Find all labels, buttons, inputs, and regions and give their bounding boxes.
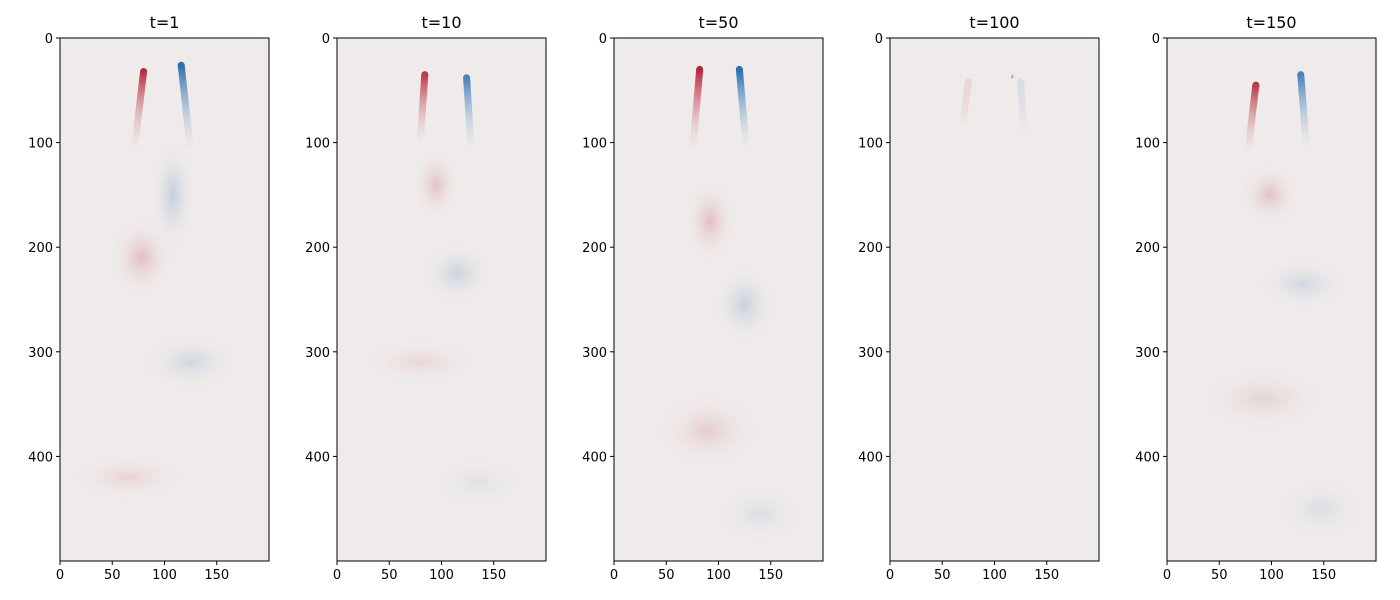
x-tick-label: 0 <box>333 568 341 583</box>
vorticity-field <box>959 73 1028 131</box>
x-tick-label: 150 <box>1034 568 1059 583</box>
x-tick-label: 0 <box>610 568 618 583</box>
panel-title: t=150 <box>1246 13 1296 32</box>
x-tick-label: 150 <box>1311 568 1336 583</box>
x-tick-label: 150 <box>758 568 783 583</box>
x-tick-label: 0 <box>56 568 64 583</box>
y-tick-label: 400 <box>28 450 53 465</box>
panel-title: t=10 <box>421 13 461 32</box>
negative-shear-layer <box>463 74 475 147</box>
y-tick-label: 200 <box>858 241 883 256</box>
y-tick-label: 400 <box>305 450 330 465</box>
y-tick-label: 0 <box>875 32 883 47</box>
vorticity-field <box>70 61 241 501</box>
y-tick-label: 400 <box>1135 450 1160 465</box>
y-tick-label: 100 <box>28 137 53 152</box>
x-tick-label: 100 <box>1259 568 1284 583</box>
negative-vortex-blob <box>431 456 526 509</box>
x-tick-label: 100 <box>429 568 454 583</box>
x-tick-label: 100 <box>706 568 731 583</box>
positive-shear-layer <box>1245 81 1260 152</box>
heatmap-background <box>890 38 1099 561</box>
positive-vortex-blob <box>1200 367 1326 431</box>
negative-vortex-blob <box>1274 477 1369 541</box>
x-tick-label: 150 <box>204 568 229 583</box>
negative-shear-layer <box>1017 78 1028 131</box>
negative-vortex-blob <box>1255 257 1350 310</box>
negative-vortex-blob <box>713 484 808 544</box>
y-tick-label: 400 <box>582 450 607 465</box>
x-tick-label: 150 <box>481 568 506 583</box>
y-tick-label: 200 <box>1135 241 1160 256</box>
negative-vortex-blob <box>1010 73 1015 80</box>
y-tick-label: 200 <box>305 241 330 256</box>
positive-vortex-blob <box>363 339 479 386</box>
y-tick-label: 0 <box>322 32 330 47</box>
panel-5: t=150 0 50 100 150 0 100 200 300 400 <box>1135 13 1377 583</box>
vorticity-field <box>1200 71 1369 541</box>
panel-title: t=1 <box>150 13 180 32</box>
x-tick-label: 50 <box>381 568 398 583</box>
negative-shear-layer <box>1297 71 1310 147</box>
positive-shear-layer <box>417 71 429 141</box>
x-tick-label: 50 <box>1211 568 1228 583</box>
positive-vortex-blob <box>413 147 460 222</box>
y-tick-label: 200 <box>28 241 53 256</box>
positive-vortex-blob <box>110 217 173 298</box>
positive-vortex-blob <box>1240 163 1299 227</box>
y-tick-label: 0 <box>599 32 607 47</box>
positive-shear-layer <box>689 65 704 147</box>
y-tick-label: 300 <box>858 346 883 361</box>
x-tick-label: 50 <box>934 568 951 583</box>
y-tick-label: 100 <box>858 137 883 152</box>
negative-vortex-blob <box>420 241 494 305</box>
positive-vortex-blob <box>685 179 736 263</box>
negative-vortex-blob <box>149 137 196 253</box>
panel-1: t=1 0 50 100 150 0 100 200 300 400 <box>28 13 270 583</box>
x-tick-label: 100 <box>152 568 177 583</box>
y-tick-label: 100 <box>305 137 330 152</box>
x-tick-label: 50 <box>104 568 121 583</box>
negative-shear-layer <box>735 65 750 147</box>
y-tick-label: 0 <box>1152 32 1160 47</box>
y-tick-label: 100 <box>1135 137 1160 152</box>
panel-2: t=10 0 50 100 150 0 100 200 300 400 <box>305 13 547 583</box>
vorticity-field <box>363 71 526 509</box>
positive-shear-layer <box>959 78 972 126</box>
x-tick-label: 0 <box>1163 568 1171 583</box>
panel-4: t=100 0 50 100 150 0 100 200 300 400 <box>858 13 1100 583</box>
negative-vortex-blob <box>713 264 776 345</box>
panel-title: t=100 <box>969 13 1019 32</box>
y-tick-label: 100 <box>582 137 607 152</box>
negative-shear-layer <box>177 61 194 147</box>
positive-vortex-blob <box>70 454 186 501</box>
x-tick-label: 100 <box>982 568 1007 583</box>
positive-vortex-blob <box>655 393 761 467</box>
vorticity-field <box>655 65 808 544</box>
positive-shear-layer <box>131 67 148 147</box>
y-tick-label: 300 <box>582 346 607 361</box>
panel-3: t=50 0 50 100 150 0 100 200 300 400 <box>582 13 824 583</box>
y-tick-label: 200 <box>582 241 607 256</box>
y-tick-label: 0 <box>45 32 53 47</box>
y-tick-label: 300 <box>1135 346 1160 361</box>
y-tick-label: 300 <box>305 346 330 361</box>
y-tick-label: 300 <box>28 346 53 361</box>
x-tick-label: 0 <box>886 568 894 583</box>
y-tick-label: 400 <box>858 450 883 465</box>
panel-title: t=50 <box>698 13 738 32</box>
negative-vortex-blob <box>140 332 241 392</box>
x-tick-label: 50 <box>658 568 675 583</box>
